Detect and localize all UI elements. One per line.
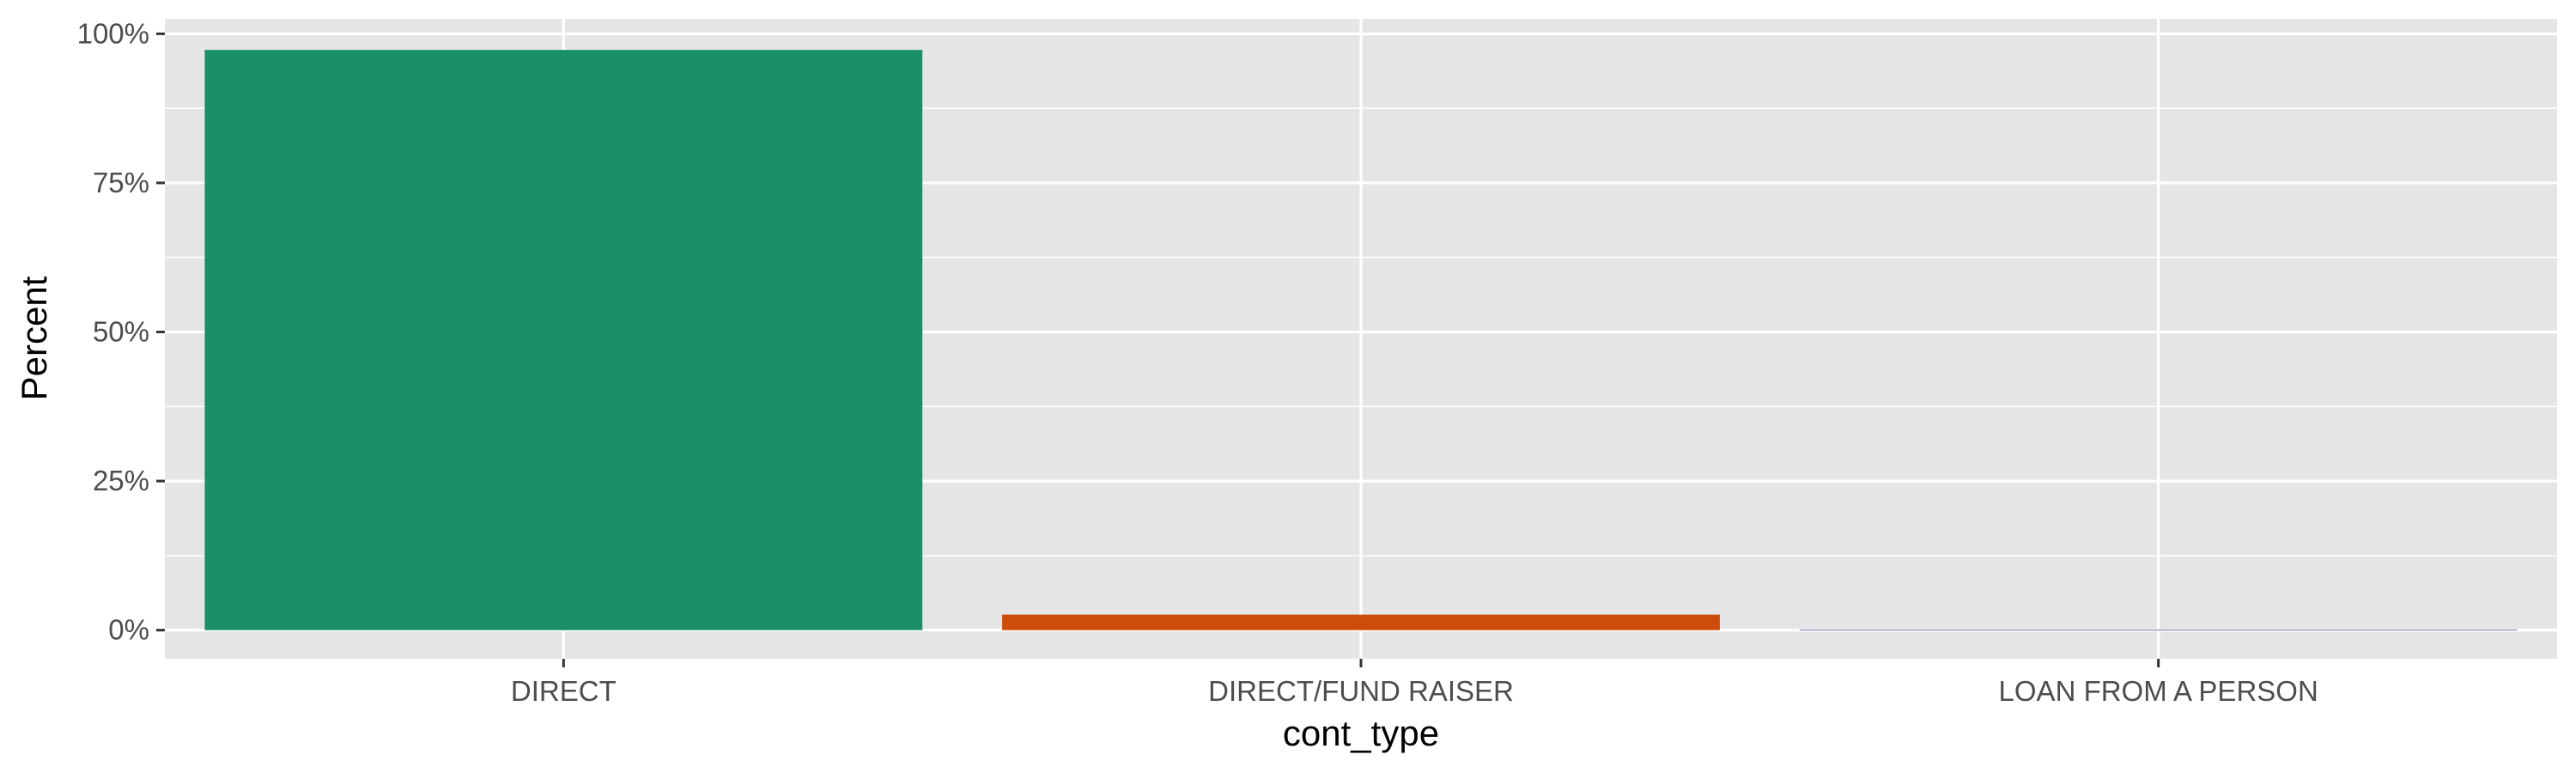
y-tick-label: 0% — [108, 614, 149, 646]
y-axis: 0% 25% 50% 75% 100% — [77, 17, 165, 646]
bar-direct — [204, 50, 923, 630]
x-tick-label: DIRECT/FUND RAISER — [1208, 675, 1514, 707]
bars — [204, 50, 2518, 630]
bar-direct-fund-raiser — [1002, 614, 1720, 630]
x-tick-label: LOAN FROM A PERSON — [1999, 675, 2318, 707]
x-tick-label: DIRECT — [511, 675, 617, 707]
y-axis-title: Percent — [14, 276, 54, 400]
y-tick-label: 100% — [77, 17, 149, 49]
x-axis: DIRECT DIRECT/FUND RAISER LOAN FROM A PERS… — [511, 659, 2318, 707]
y-tick-label: 25% — [93, 465, 149, 496]
x-axis-title: cont_type — [1283, 713, 1439, 753]
y-tick-label: 50% — [93, 316, 149, 348]
y-tick-label: 75% — [93, 167, 149, 198]
